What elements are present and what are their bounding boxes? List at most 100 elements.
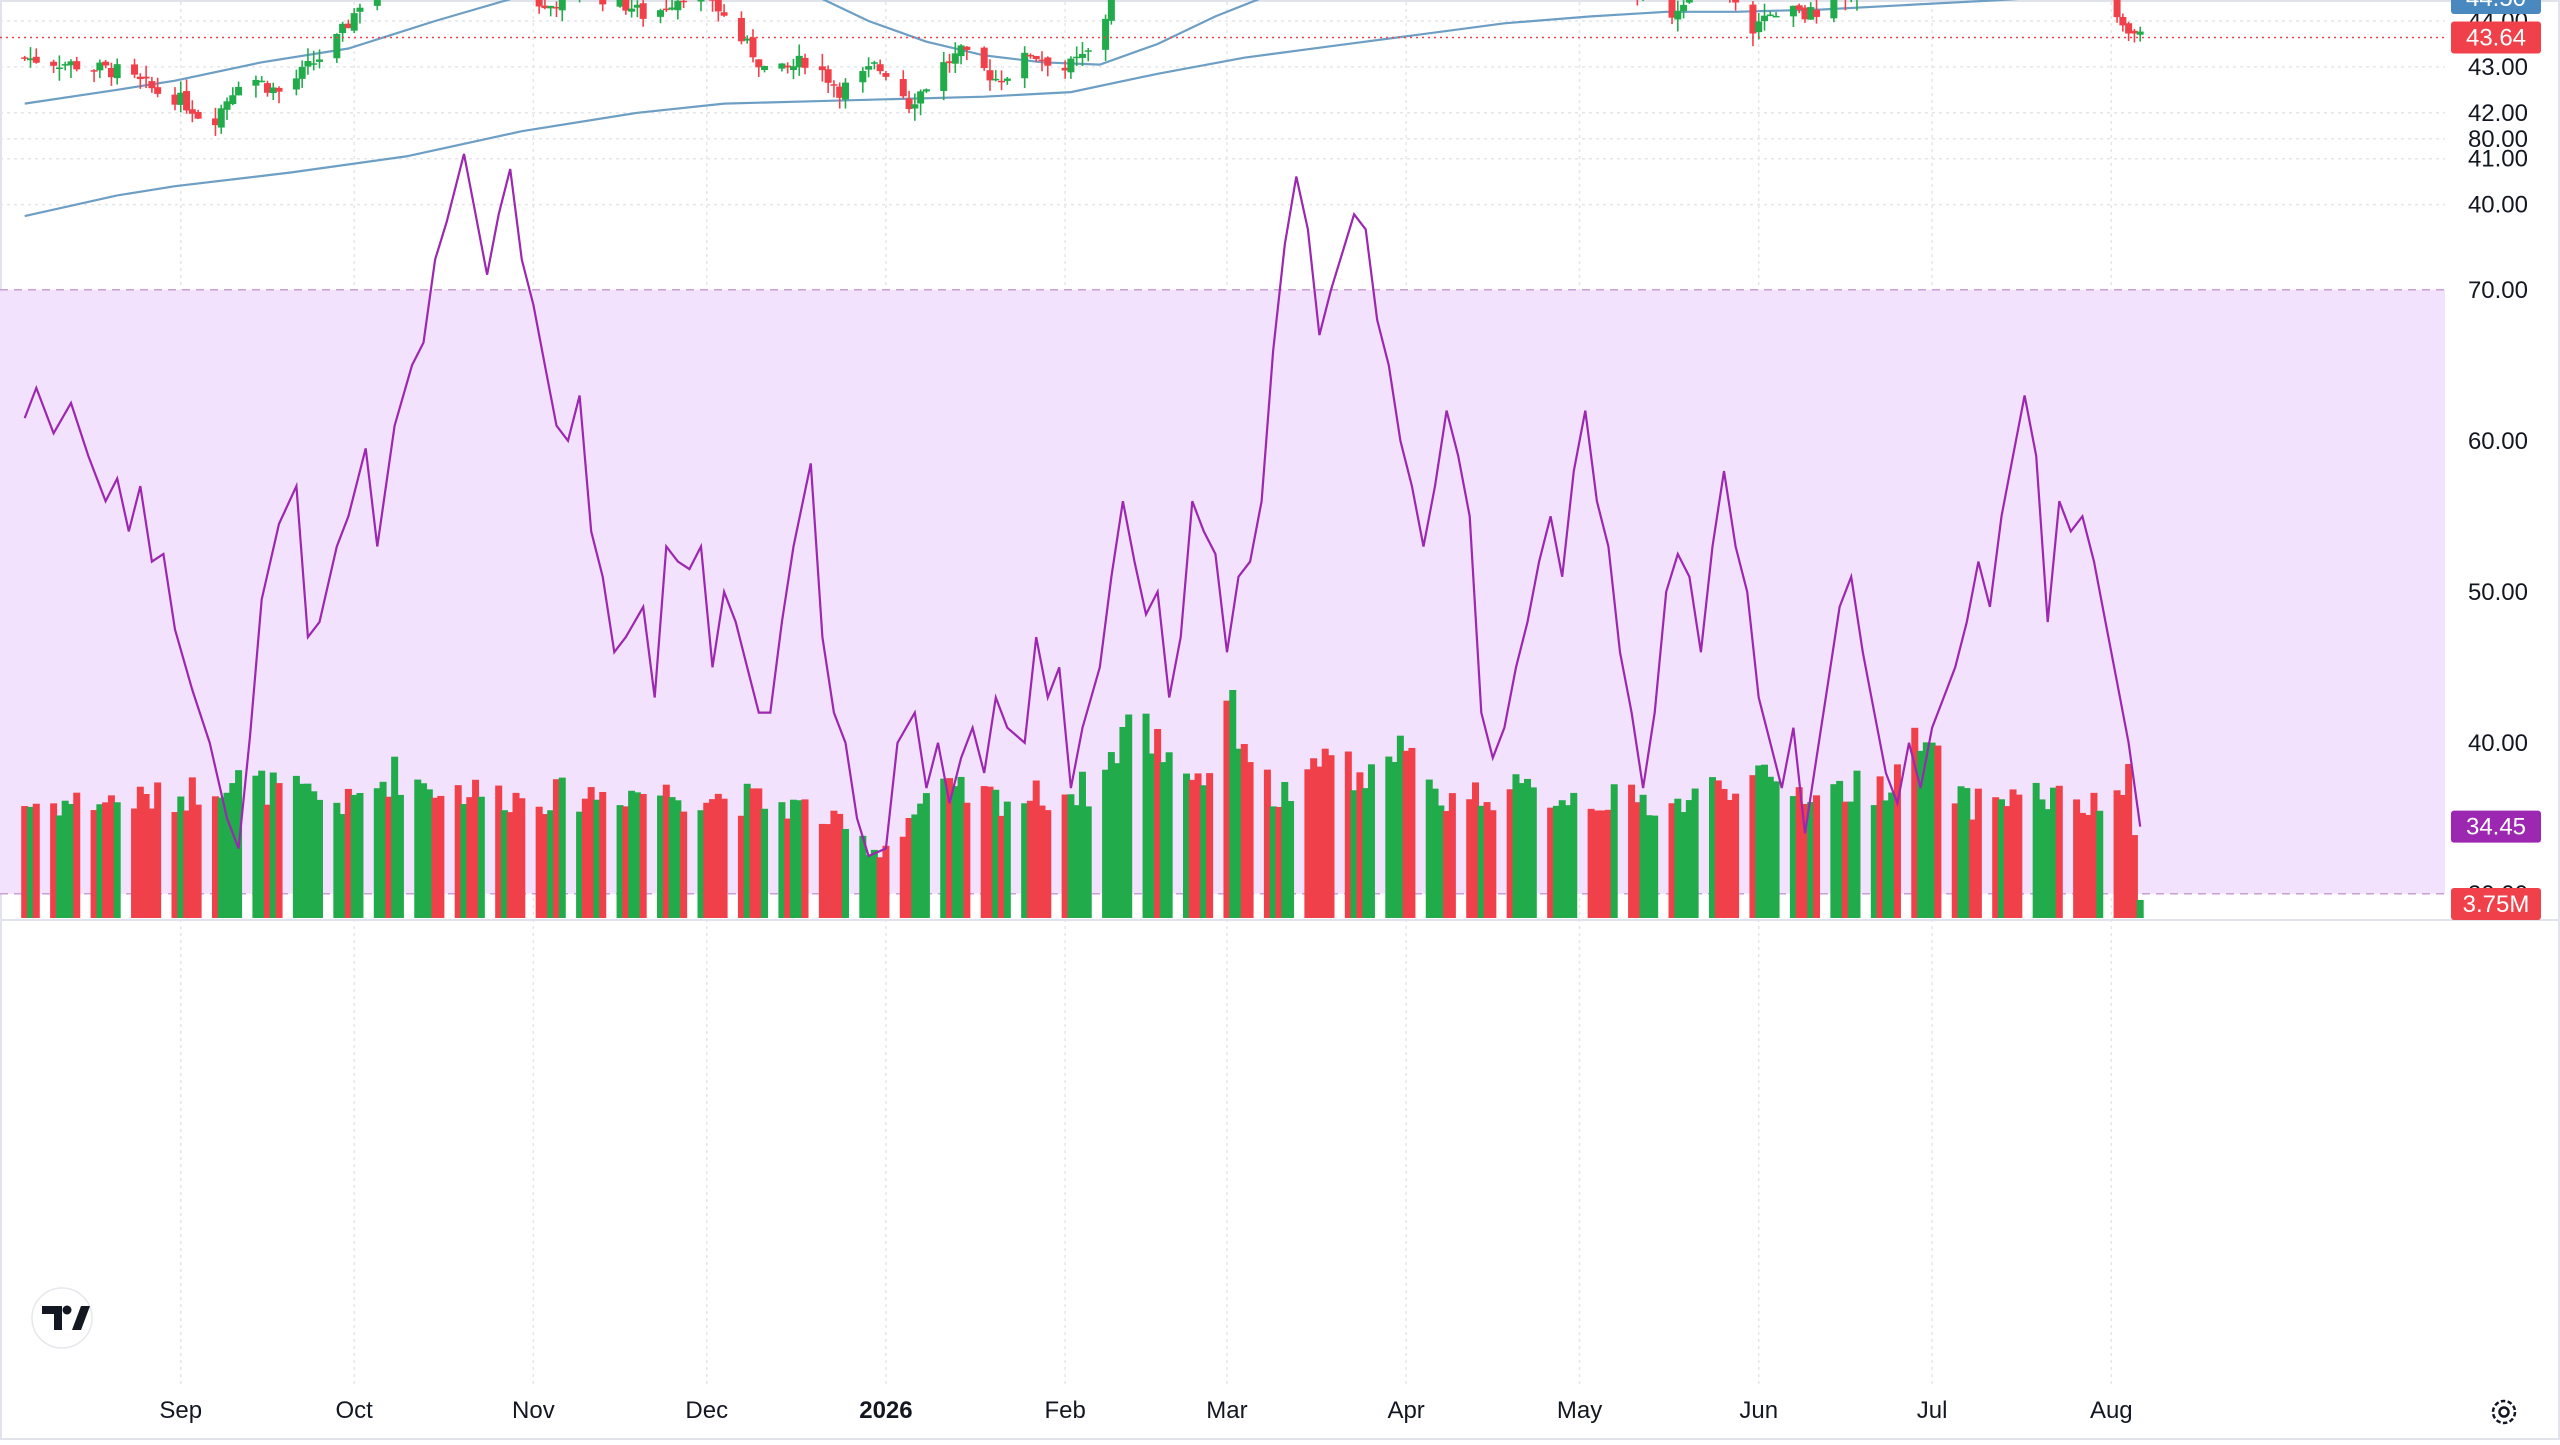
candle-body — [917, 91, 925, 104]
volume-bar — [1443, 811, 1451, 918]
candle-body — [177, 92, 185, 105]
volume-bar — [593, 799, 601, 918]
candle-body — [535, 0, 543, 7]
candle-body — [714, 0, 722, 12]
candle-body — [674, 0, 682, 11]
volume-bar — [657, 795, 665, 918]
volume-bar — [460, 804, 468, 918]
candle-body — [697, 0, 705, 2]
tradingview-logo[interactable] — [31, 1287, 93, 1349]
volume-bar — [1720, 788, 1728, 918]
candle-body — [73, 61, 81, 70]
candle-body — [992, 78, 1000, 81]
current-price-label-box — [2451, 21, 2541, 54]
x-tick-label: Mar — [1206, 1397, 1247, 1424]
volume-bar — [258, 770, 266, 918]
chart-settings-button[interactable] — [2484, 1392, 2524, 1432]
volume-bar — [1870, 805, 1878, 918]
x-tick-label: Aug — [2090, 1397, 2133, 1424]
candle-body — [316, 59, 323, 62]
candle-body — [154, 87, 162, 94]
volume-bar — [824, 824, 832, 918]
volume-bar — [1801, 803, 1809, 918]
volume-bar — [1038, 805, 1046, 918]
volume-bar — [1518, 783, 1526, 918]
volume-bar — [1761, 764, 1768, 918]
x-tick-label: Nov — [512, 1397, 555, 1424]
candle-body — [882, 73, 890, 77]
candle-body — [32, 56, 40, 63]
candle-body — [2130, 30, 2138, 34]
volume-bar — [535, 806, 543, 918]
volume-bar — [1928, 742, 1936, 918]
volume-bar — [703, 802, 711, 918]
candle-body — [107, 67, 115, 78]
volume-bar — [1119, 727, 1127, 918]
candle-body — [720, 12, 728, 16]
volume-bar — [917, 803, 925, 918]
volume-bar — [425, 789, 433, 918]
volume-bar — [628, 790, 636, 918]
volume-bar — [472, 779, 480, 918]
candle-body — [922, 89, 930, 92]
volume-bar — [1240, 744, 1248, 918]
volume-bar — [1628, 784, 1636, 918]
volume-bar — [957, 776, 965, 918]
candle-body — [951, 53, 959, 64]
candle-body — [1107, 0, 1115, 21]
volume-bar — [1917, 750, 1925, 918]
volume-bar — [148, 808, 156, 918]
volume-bar — [1125, 714, 1133, 918]
volume-bar — [2090, 792, 2098, 918]
candle-body — [350, 13, 358, 31]
x-tick-label: Feb — [1044, 1397, 1085, 1424]
volume-bar — [131, 808, 139, 918]
candle-body — [90, 70, 98, 72]
volume-bar — [1350, 790, 1358, 918]
volume-bar — [154, 782, 162, 918]
volume-bar — [2125, 764, 2133, 918]
volume-bar — [1391, 761, 1399, 918]
volume-bar — [420, 783, 428, 918]
volume-bar — [1841, 801, 1849, 918]
volume-bar — [1287, 801, 1295, 918]
volume-bar — [1789, 796, 1797, 918]
volume-bar — [668, 797, 676, 918]
volume-bar — [552, 779, 560, 918]
volume-bar — [50, 803, 58, 918]
volume-bar — [616, 805, 624, 918]
moving-average-layer — [24, 0, 2020, 218]
volume-bar — [714, 793, 722, 918]
x-tick-label: Sep — [159, 1397, 202, 1424]
candle-body — [946, 61, 954, 64]
volume-bar — [599, 791, 607, 918]
candle-body — [263, 83, 271, 93]
volume-bar — [1853, 770, 1861, 918]
candle-body — [1789, 5, 1797, 17]
volume-bar — [633, 792, 641, 918]
candle-body — [836, 86, 844, 98]
volume-bar — [1639, 794, 1647, 918]
volume-bar — [1795, 787, 1803, 918]
candle-body — [1061, 67, 1069, 71]
volume-bar — [142, 794, 150, 918]
volume-bar — [2003, 806, 2011, 918]
volume-bar — [1078, 771, 1086, 918]
volume-bar — [2073, 799, 2081, 918]
volume-bar — [865, 854, 873, 918]
candle-body — [1732, 0, 1740, 3]
current-rsi-label-box — [2451, 810, 2541, 843]
volume-bar — [1483, 802, 1491, 918]
candle-body — [194, 111, 202, 119]
volume-bar — [32, 803, 40, 918]
rsi-tick-label: 60.00 — [2468, 428, 2528, 455]
volume-bar — [1026, 800, 1034, 918]
volume-bar — [1448, 793, 1456, 918]
volume-bar — [431, 797, 439, 918]
volume-bar — [500, 810, 508, 918]
volume-bar — [541, 814, 549, 918]
volume-bar — [414, 779, 422, 918]
volume-bar — [876, 857, 884, 918]
